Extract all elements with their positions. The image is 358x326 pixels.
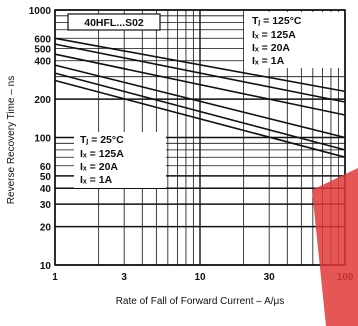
series-line-group0-1 [54,43,346,103]
model-label: 40HFL...S02 [84,17,144,29]
legend-125c-box [244,12,344,68]
y-tick-label: 50 [40,172,52,183]
series-line-group0-0 [54,37,346,93]
x-tick-label: 1 [52,272,58,283]
legend-25c-20a: Iₓ = 20A [80,161,118,173]
model-label-box [67,13,161,31]
series-line-group0-2 [54,53,346,116]
x-axis-title: Rate of Fall of Forward Current – A/μs [116,296,285,307]
y-tick-label: 200 [34,95,51,106]
series-line-group1-0 [54,64,346,139]
y-axis-title: Reverse Recovery Time – ns [6,76,17,204]
legend-125c-20a: Iₓ = 20A [252,42,290,54]
legend-25c-125a: Iₓ = 125A [80,148,124,160]
legend-25c-1a: Iₓ = 1A [80,174,113,186]
y-tick-label: 20 [40,223,52,234]
legend-25c-tj: Tⱼ = 25°C [80,134,124,146]
y-tick-label: 400 [34,57,51,68]
legend-125c-tj: Tⱼ = 125°C [252,15,302,27]
legend-25c-box [74,132,166,188]
y-tick-label: 500 [34,44,51,55]
y-tick-label: 600 [34,34,51,45]
y-tick-label: 100 [34,134,51,145]
plot-frame [54,9,346,266]
x-tick-label: 3 [121,272,127,283]
legend-125c-125a: Iₓ = 125A [252,29,296,41]
y-tick-label: 30 [40,200,52,211]
y-tick-label: 10 [40,261,52,272]
y-tick-label: 1000 [29,6,52,17]
x-tick-label: 10 [194,272,206,283]
series-line-group1-2 [54,79,346,158]
legend-125c-1a: Iₓ = 1A [252,55,285,67]
y-tick-label: 60 [40,162,52,173]
series-layer [54,37,346,158]
watermark-shape [312,168,358,326]
series-line-group1-1 [54,72,346,151]
y-tick-label: 40 [40,184,52,195]
x-tick-label: 30 [264,272,276,283]
